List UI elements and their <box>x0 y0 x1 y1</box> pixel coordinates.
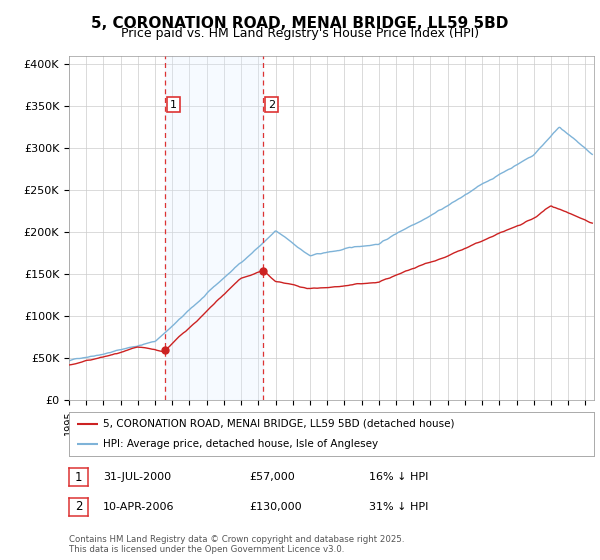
Text: Contains HM Land Registry data © Crown copyright and database right 2025.
This d: Contains HM Land Registry data © Crown c… <box>69 535 404 554</box>
Text: 5, CORONATION ROAD, MENAI BRIDGE, LL59 5BD: 5, CORONATION ROAD, MENAI BRIDGE, LL59 5… <box>91 16 509 31</box>
Text: 31-JUL-2000: 31-JUL-2000 <box>103 472 172 482</box>
Text: 5, CORONATION ROAD, MENAI BRIDGE, LL59 5BD (detached house): 5, CORONATION ROAD, MENAI BRIDGE, LL59 5… <box>103 419 455 429</box>
Text: 1: 1 <box>170 100 177 110</box>
Text: 2: 2 <box>75 500 82 514</box>
Text: £130,000: £130,000 <box>249 502 302 512</box>
Text: HPI: Average price, detached house, Isle of Anglesey: HPI: Average price, detached house, Isle… <box>103 439 378 449</box>
Text: 1: 1 <box>75 470 82 484</box>
Bar <box>165 56 263 400</box>
Text: 16% ↓ HPI: 16% ↓ HPI <box>369 472 428 482</box>
Text: 10-APR-2006: 10-APR-2006 <box>103 502 175 512</box>
Text: £57,000: £57,000 <box>249 472 295 482</box>
Text: 31% ↓ HPI: 31% ↓ HPI <box>369 502 428 512</box>
Text: 2: 2 <box>268 100 275 110</box>
Text: Price paid vs. HM Land Registry's House Price Index (HPI): Price paid vs. HM Land Registry's House … <box>121 27 479 40</box>
